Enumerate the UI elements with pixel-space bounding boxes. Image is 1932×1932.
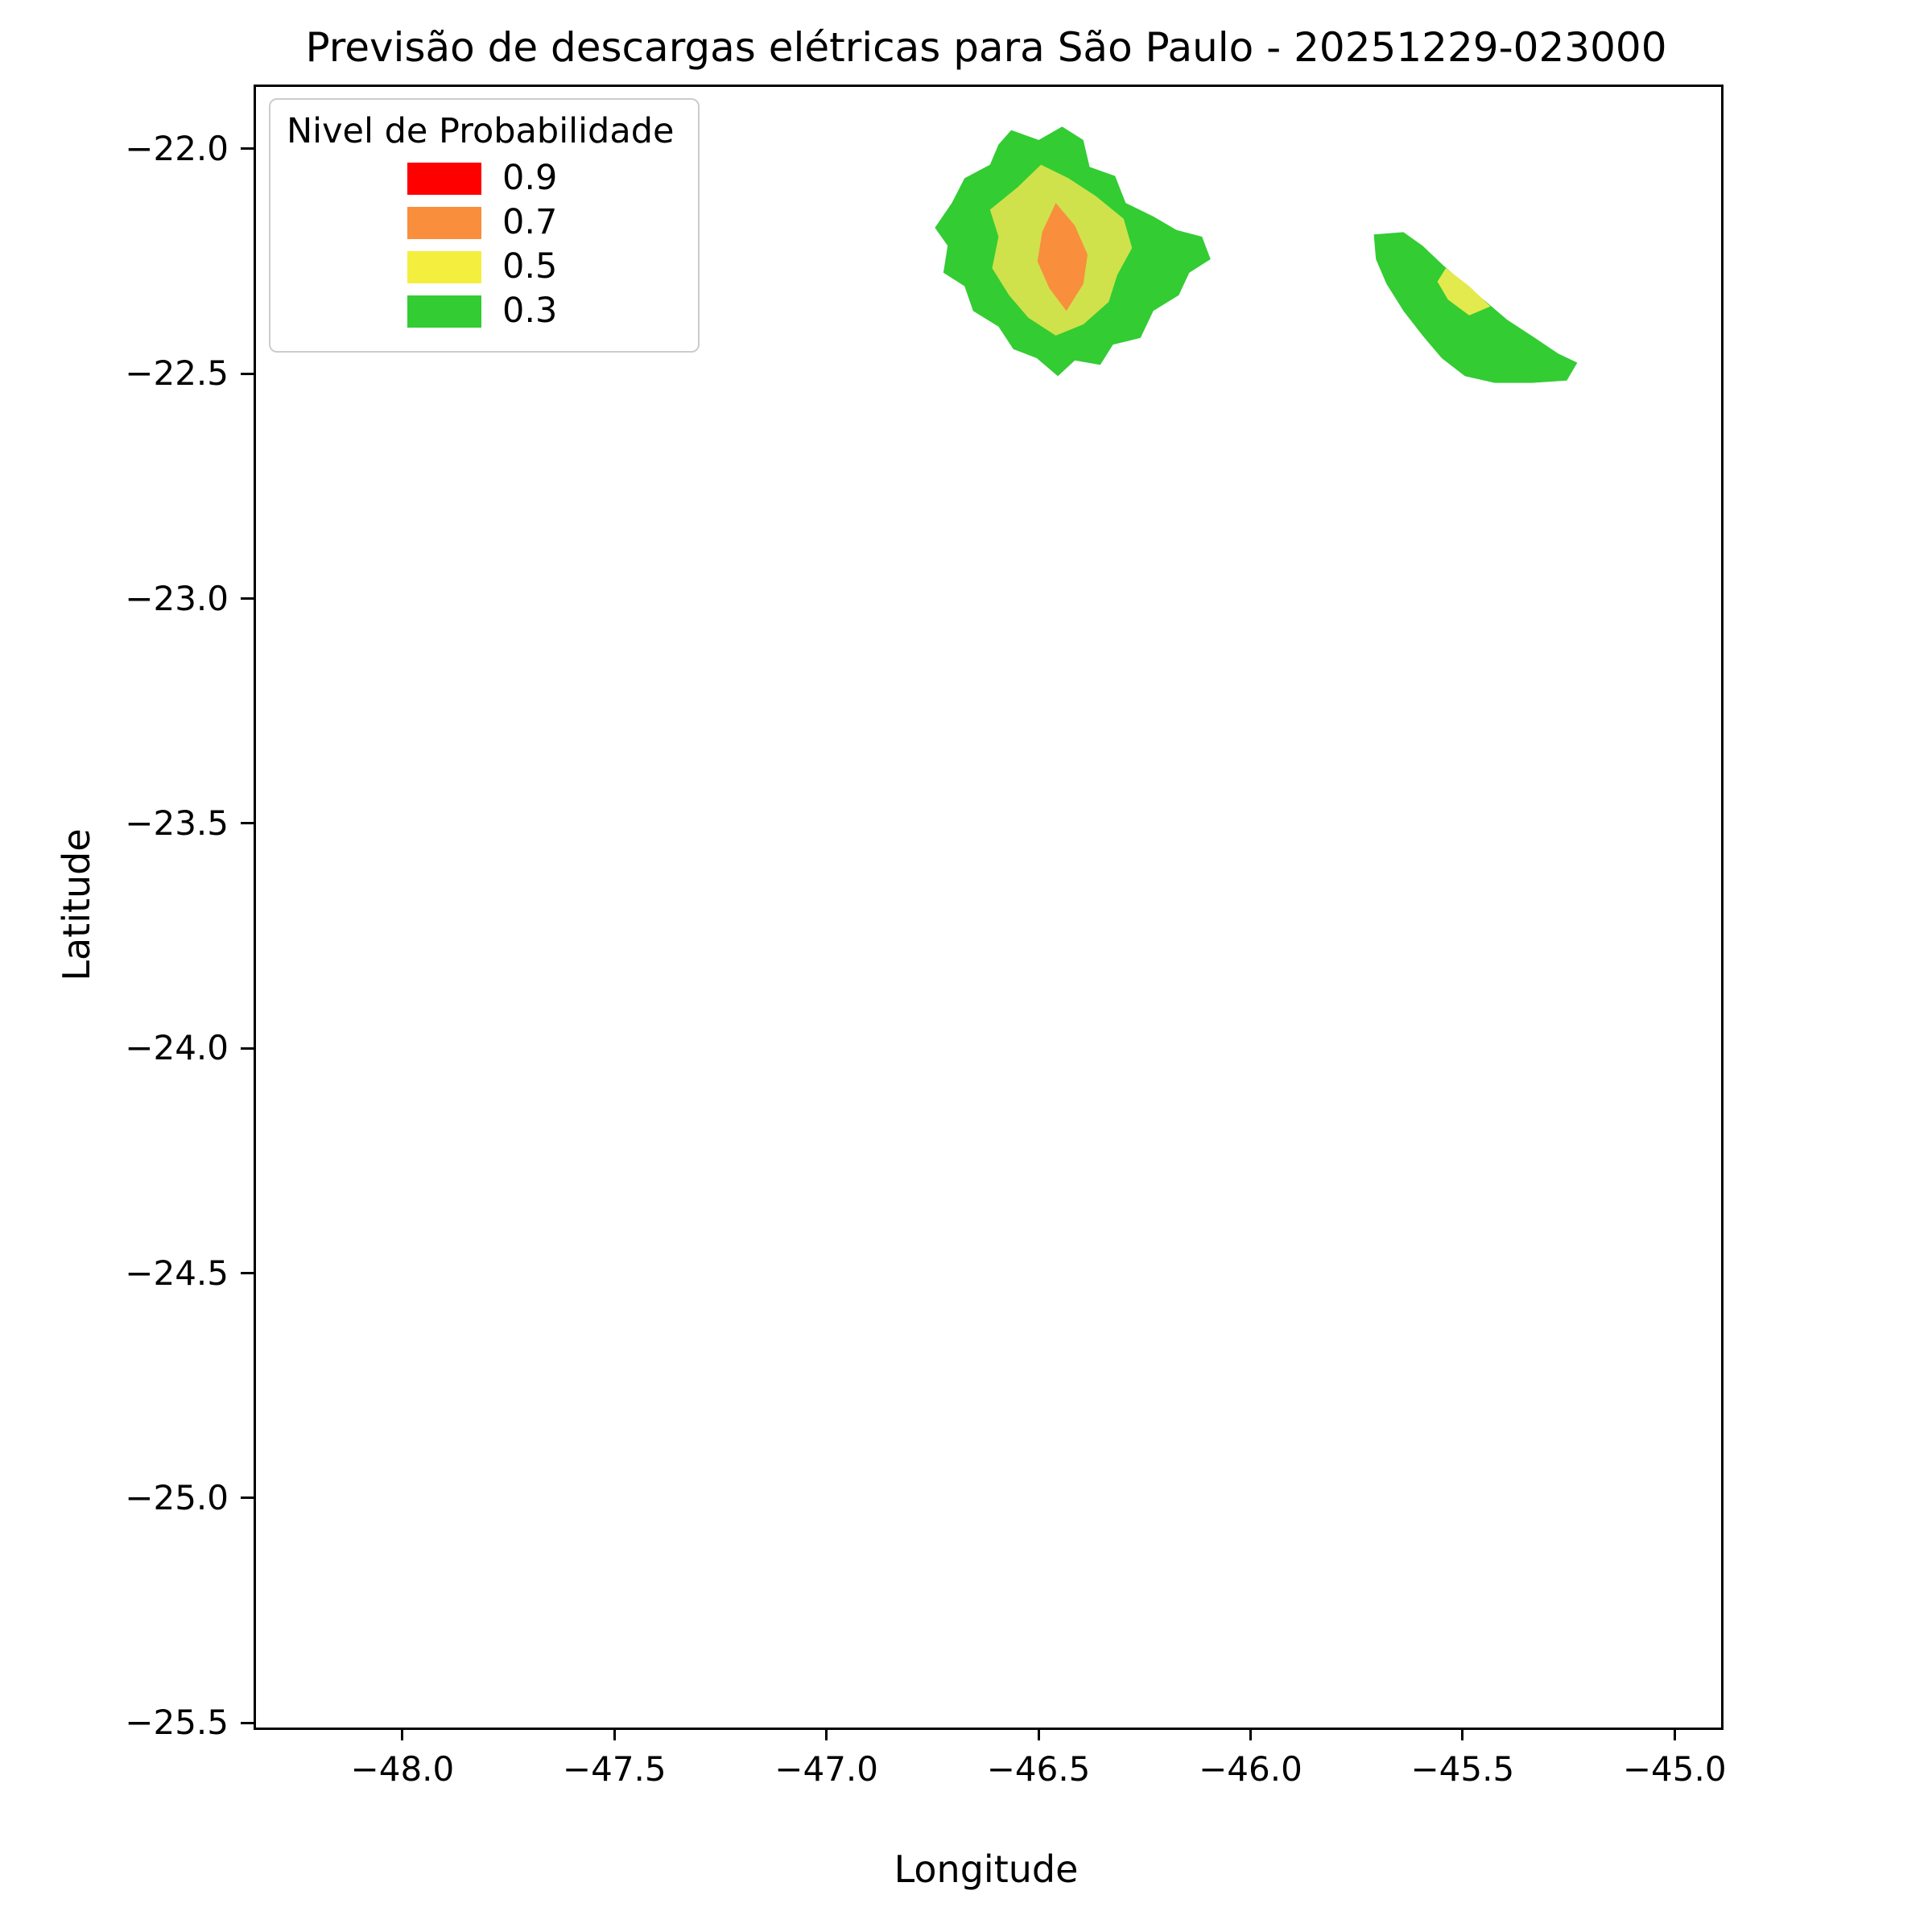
legend-item-label: 0.7: [502, 202, 558, 242]
legend-item-0.3: 0.3: [407, 294, 674, 328]
y-tick-mark: [241, 597, 254, 601]
y-tick-mark: [241, 147, 254, 151]
legend-items: 0.9 0.7 0.5 0.3: [287, 161, 674, 328]
x-tick-label: −45.0: [1622, 1749, 1727, 1789]
contour-plot: [935, 126, 1578, 383]
x-tick-mark: [401, 1728, 404, 1740]
y-tick-label: −25.5: [125, 1703, 229, 1743]
y-tick-label: −24.0: [125, 1028, 229, 1068]
y-tick-mark: [241, 822, 254, 825]
x-tick-label: −48.0: [350, 1749, 455, 1789]
y-axis-label: Latitude: [55, 828, 98, 981]
x-tick-label: −46.5: [986, 1749, 1091, 1789]
x-tick-label: −47.0: [774, 1749, 879, 1789]
x-tick-mark: [1249, 1728, 1252, 1740]
x-tick-mark: [825, 1728, 828, 1740]
x-tick-mark: [1037, 1728, 1040, 1740]
y-tick-label: −22.5: [125, 353, 229, 394]
legend-swatch-0.9: [407, 162, 481, 195]
x-axis-label: Longitude: [894, 1847, 1079, 1891]
plot-area: Nivel de Probabilidade 0.9 0.7 0.5 0.3: [254, 85, 1724, 1730]
legend-item-0.7: 0.7: [407, 205, 674, 240]
y-tick-mark: [241, 1496, 254, 1500]
y-tick-label: −25.0: [125, 1477, 229, 1517]
legend-item-label: 0.3: [502, 291, 558, 331]
legend-swatch-0.7: [407, 206, 481, 239]
y-tick-mark: [241, 372, 254, 375]
x-tick-label: −47.5: [562, 1749, 667, 1789]
x-tick-label: −46.0: [1199, 1749, 1302, 1789]
region-west-prob-0.7: [1037, 203, 1088, 312]
legend-title: Nivel de Probabilidade: [287, 111, 675, 151]
y-tick-mark: [241, 1272, 254, 1275]
y-tick-label: −23.5: [125, 803, 229, 843]
y-tick-label: −23.0: [125, 578, 229, 618]
x-tick-mark: [613, 1728, 616, 1740]
y-tick-mark: [241, 1721, 254, 1724]
legend-item-label: 0.5: [502, 246, 558, 287]
x-tick-mark: [1673, 1728, 1676, 1740]
legend: Nivel de Probabilidade 0.9 0.7 0.5 0.3: [269, 98, 700, 353]
x-tick-mark: [1461, 1728, 1464, 1740]
region-east-prob-0.5: [1437, 268, 1491, 316]
x-tick-label: −45.5: [1410, 1749, 1515, 1789]
y-tick-label: −24.5: [125, 1253, 229, 1293]
chart-title: Previsão de descargas elétricas para São…: [305, 24, 1667, 71]
legend-item-0.9: 0.9: [407, 161, 674, 196]
y-tick-label: −22.0: [125, 128, 229, 168]
y-tick-mark: [241, 1046, 254, 1050]
legend-item-0.5: 0.5: [407, 250, 674, 284]
legend-swatch-0.3: [407, 295, 481, 328]
legend-swatch-0.5: [407, 250, 481, 283]
legend-item-label: 0.9: [502, 158, 558, 198]
